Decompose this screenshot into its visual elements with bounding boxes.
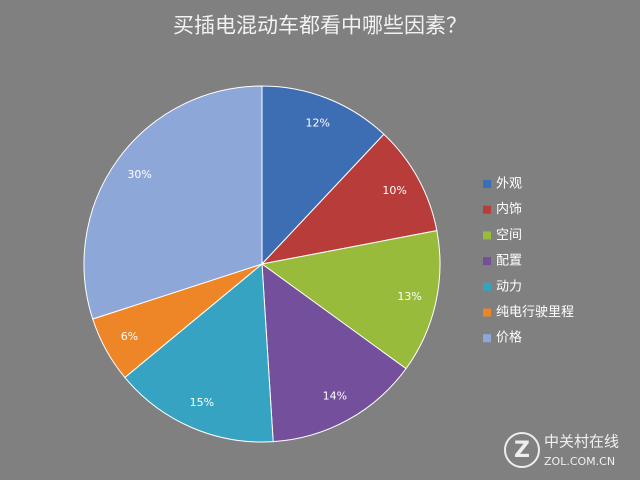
legend-swatch bbox=[483, 308, 491, 317]
watermark-url: ZOL.COM.CN bbox=[544, 455, 615, 468]
chart-title: 买插电混动车都看中哪些因素？ bbox=[173, 14, 467, 38]
value-label: 6% bbox=[121, 330, 138, 343]
legend-swatch bbox=[483, 205, 491, 214]
legend-label: 外观 bbox=[496, 177, 522, 192]
value-label: 10% bbox=[382, 184, 406, 197]
pie-slice bbox=[124, 262, 274, 443]
pie-slice bbox=[83, 85, 263, 320]
value-label: 15% bbox=[190, 396, 214, 409]
value-label: 12% bbox=[305, 116, 329, 129]
pie-slice bbox=[261, 262, 407, 443]
legend-swatch bbox=[483, 231, 491, 240]
legend-label: 动力 bbox=[496, 279, 522, 294]
legend-swatch bbox=[483, 282, 491, 291]
watermark-logo bbox=[504, 432, 540, 468]
pie-slice bbox=[260, 133, 438, 265]
legend-label: 内饰 bbox=[496, 201, 522, 217]
watermark-brand: 中关村在线 bbox=[544, 433, 619, 451]
legend-swatch bbox=[483, 334, 491, 343]
legend-swatch bbox=[483, 257, 491, 266]
value-label: 13% bbox=[397, 290, 421, 303]
legend-label: 配置 bbox=[496, 254, 522, 269]
pie-slice bbox=[260, 230, 441, 370]
pie-slice bbox=[261, 85, 385, 266]
watermark-logo-letter: Z bbox=[514, 438, 530, 463]
watermark: Z 中关村在线 ZOL.COM.CN bbox=[504, 432, 619, 468]
value-label: 14% bbox=[323, 390, 347, 403]
legend-label: 空间 bbox=[496, 228, 522, 243]
value-label: 30% bbox=[127, 168, 151, 181]
legend-label: 价格 bbox=[496, 330, 522, 346]
legend-swatch bbox=[483, 180, 491, 188]
legend-label: 纯电行驶里程 bbox=[496, 305, 574, 320]
